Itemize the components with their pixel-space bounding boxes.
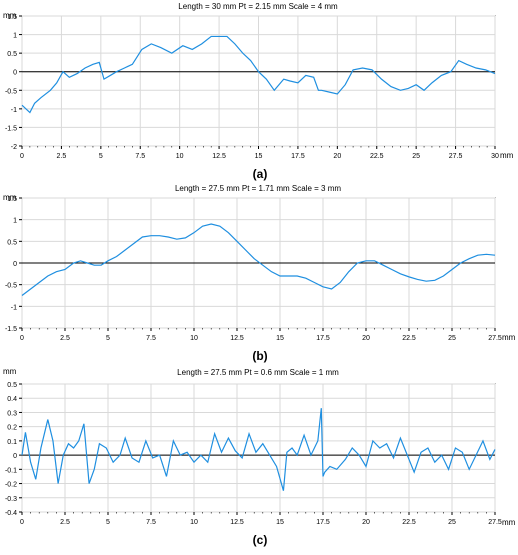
y-tick-label: 0 <box>13 261 17 268</box>
y-tick-label: -0.3 <box>5 496 17 503</box>
x-tick-label: 20 <box>362 335 370 342</box>
grid <box>21 15 496 147</box>
x-tick-label: 15 <box>276 335 284 342</box>
x-tick-label: 25 <box>412 153 420 160</box>
subfigure-caption: (a) <box>253 167 268 181</box>
y-ticks: 1.5 1 0.5 0 -0.5 -1 -1.5 -2 <box>5 14 22 151</box>
y-tick-label: 0.5 <box>7 51 17 58</box>
y-tick-label: -0.2 <box>5 482 17 489</box>
y-tick-label: -1 <box>11 304 17 311</box>
x-tick-label: 0 <box>20 519 24 526</box>
x-tick-label: 22.5 <box>402 519 416 526</box>
x-tick-label: 22.5 <box>370 153 384 160</box>
y-tick-label: -2 <box>11 144 17 151</box>
profile-line <box>21 223 496 296</box>
x-tick-label: 27.5 <box>449 153 463 160</box>
chart-title: Length = 27.5 mm Pt = 0.6 mm Scale = 1 m… <box>177 368 339 377</box>
x-ticks: 0 2.5 5 7.5 10 12.5 15 17.5 20 22.5 25 27.5 30 <box>20 146 499 160</box>
x-unit-label: mm <box>502 333 516 342</box>
x-tick-label: 5 <box>106 335 110 342</box>
chart-title: Length = 30 mm Pt = 2.15 mm Scale = 4 mm <box>178 2 338 11</box>
x-tick-label: 7.5 <box>146 335 156 342</box>
grid <box>21 383 496 513</box>
y-tick-label: -0.4 <box>5 510 17 517</box>
y-tick-label: -1 <box>11 107 17 114</box>
chart-title: Length = 27.5 mm Pt = 1.71 mm Scale = 3 … <box>175 184 341 193</box>
x-tick-label: 22.5 <box>402 335 416 342</box>
x-tick-label: 17.5 <box>316 519 330 526</box>
subfigure-caption: (c) <box>253 533 268 547</box>
y-tick-label: -1.5 <box>5 125 17 132</box>
y-tick-label: -1.5 <box>5 326 17 333</box>
y-tick-label: 0 <box>13 453 17 460</box>
y-tick-label: 0.1 <box>7 439 17 446</box>
y-tick-label: 1 <box>13 218 17 225</box>
y-unit-label: mm <box>3 193 17 202</box>
chart-panel-b: Length = 27.5 mm Pt = 1.71 mm Scale = 3 … <box>3 184 516 363</box>
x-tick-label: 27.5 <box>488 519 502 526</box>
x-tick-label: 7.5 <box>146 519 156 526</box>
profile-line <box>21 35 496 114</box>
x-tick-label: 5 <box>99 153 103 160</box>
y-tick-label: 0.3 <box>7 410 17 417</box>
x-ticks: 0 2.5 5 7.5 10 12.5 15 17.5 20 22.5 25 27.5 <box>20 512 502 526</box>
y-unit-label: mm <box>3 11 17 20</box>
x-tick-label: 12.5 <box>212 153 226 160</box>
plot-frame <box>21 383 496 513</box>
y-tick-label: -0.5 <box>5 283 17 290</box>
x-tick-label: 10 <box>190 519 198 526</box>
x-tick-label: 15 <box>276 519 284 526</box>
x-tick-label: 10 <box>176 153 184 160</box>
x-tick-label: 15 <box>255 153 263 160</box>
profile-line <box>21 408 496 491</box>
subfigure-caption: (b) <box>252 349 267 363</box>
y-tick-label: 0 <box>13 70 17 77</box>
x-tick-label: 7.5 <box>135 153 145 160</box>
x-tick-label: 2.5 <box>60 519 70 526</box>
y-tick-label: 0.5 <box>7 382 17 389</box>
x-tick-label: 25 <box>448 519 456 526</box>
x-tick-label: 20 <box>333 153 341 160</box>
x-tick-label: 12.5 <box>230 519 244 526</box>
x-tick-label: 0 <box>20 335 24 342</box>
x-tick-label: 0 <box>20 153 24 160</box>
x-tick-label: 27.5 <box>488 335 502 342</box>
x-tick-label: 25 <box>448 335 456 342</box>
x-tick-label: 12.5 <box>230 335 244 342</box>
y-tick-label: 0.4 <box>7 396 17 403</box>
x-unit-label: mm <box>502 518 516 527</box>
x-tick-label: 10 <box>190 335 198 342</box>
y-unit-label: mm <box>3 367 17 376</box>
y-tick-label: 1 <box>13 33 17 40</box>
x-tick-label: 20 <box>362 519 370 526</box>
y-ticks: 1.5 1 0.5 0 -0.5 -1 -1.5 <box>5 196 22 333</box>
y-tick-label: 1.5 <box>7 196 17 203</box>
x-tick-label: 17.5 <box>291 153 305 160</box>
x-ticks: 0 2.5 5 7.5 10 12.5 15 17.5 20 22.5 25 27.5 <box>20 328 502 342</box>
chart-panel-a: Length = 30 mm Pt = 2.15 mm Scale = 4 mm… <box>3 2 514 181</box>
x-tick-label: 2.5 <box>60 335 70 342</box>
chart-panel-c: Length = 27.5 mm Pt = 0.6 mm Scale = 1 m… <box>3 367 516 547</box>
x-tick-label: 5 <box>106 519 110 526</box>
y-tick-label: -0.5 <box>5 88 17 95</box>
x-tick-label: 17.5 <box>316 335 330 342</box>
y-tick-label: 0.2 <box>7 425 17 432</box>
x-tick-label: 2.5 <box>57 153 67 160</box>
y-tick-label: 1.5 <box>7 14 17 21</box>
x-tick-label: 30 <box>491 153 499 160</box>
x-unit-label: mm <box>500 151 514 160</box>
y-tick-label: -0.1 <box>5 467 17 474</box>
y-ticks: 0.5 0.4 0.3 0.2 0.1 0 -0.1 -0.2 -0.3 -0.4 <box>5 382 22 517</box>
y-tick-label: 0.5 <box>7 239 17 246</box>
